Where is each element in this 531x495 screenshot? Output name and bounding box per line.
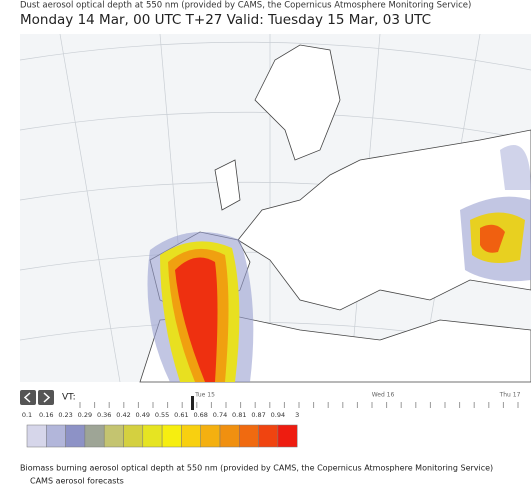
legend-label: 0.68	[193, 411, 207, 419]
legend-swatch	[239, 425, 258, 447]
legend-label: 0.36	[97, 411, 111, 419]
legend-label: 0.49	[136, 411, 150, 419]
prev-button[interactable]	[20, 390, 36, 405]
legend-label: 0.23	[58, 411, 72, 419]
legend-label: 0.29	[78, 411, 92, 419]
legend-swatch	[85, 425, 104, 447]
day-label: Thu 17	[499, 392, 521, 399]
legend-label: 0.1	[22, 411, 32, 419]
legend-label: 0.16	[39, 411, 53, 419]
map-subtitle: Monday 14 Mar, 00 UTC T+27 Valid: Tuesda…	[20, 12, 431, 28]
legend-swatch	[162, 425, 181, 447]
timeline-cursor[interactable]	[191, 396, 194, 410]
legend-swatch	[104, 425, 123, 447]
legend-label: 0.87	[251, 411, 265, 419]
vt-label: VT:	[62, 393, 76, 403]
footer-subtitle: CAMS aerosol forecasts	[30, 477, 124, 486]
legend-swatch	[201, 425, 220, 447]
map-title: Dust aerosol optical depth at 550 nm (pr…	[20, 1, 471, 11]
next-button[interactable]	[38, 390, 54, 405]
day-label: Tue 15	[194, 392, 215, 399]
day-label: Wed 16	[372, 392, 395, 399]
legend-label: 0.94	[271, 411, 285, 419]
footer-title: Biomass burning aerosol optical depth at…	[20, 464, 493, 473]
legend-swatch	[143, 425, 162, 447]
legend-swatch	[66, 425, 85, 447]
legend-label: 0.61	[174, 411, 188, 419]
legend-label: 3	[295, 411, 299, 419]
legend-swatch	[27, 425, 46, 447]
legend-swatch	[124, 425, 143, 447]
map	[20, 34, 531, 382]
timeline-ticks	[80, 402, 518, 408]
legend-label: 0.42	[116, 411, 130, 419]
legend-label: 0.55	[155, 411, 169, 419]
legend-swatch	[278, 425, 297, 447]
legend-label: 0.81	[232, 411, 246, 419]
legend-swatch	[46, 425, 65, 447]
legend-swatch	[181, 425, 200, 447]
legend-swatch	[259, 425, 278, 447]
legend-swatch	[220, 425, 239, 447]
legend-label: 0.74	[213, 411, 227, 419]
